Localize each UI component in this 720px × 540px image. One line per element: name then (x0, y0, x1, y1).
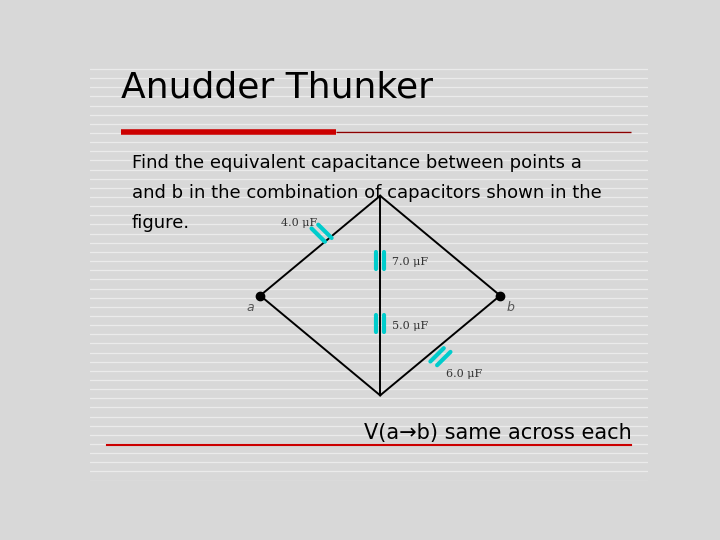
Text: and b in the combination of capacitors shown in the: and b in the combination of capacitors s… (132, 184, 602, 202)
Text: Find the equivalent capacitance between points a: Find the equivalent capacitance between … (132, 154, 582, 172)
Text: 6.0 μF: 6.0 μF (446, 369, 482, 379)
Text: 7.0 μF: 7.0 μF (392, 257, 428, 267)
Text: Anudder Thunker: Anudder Thunker (121, 70, 433, 104)
Text: V(a→b) same across each: V(a→b) same across each (364, 423, 631, 443)
Text: a: a (246, 301, 254, 314)
Text: 4.0 μF: 4.0 μF (282, 218, 318, 228)
Text: 5.0 μF: 5.0 μF (392, 321, 428, 330)
Text: figure.: figure. (132, 214, 190, 232)
Text: b: b (506, 301, 514, 314)
